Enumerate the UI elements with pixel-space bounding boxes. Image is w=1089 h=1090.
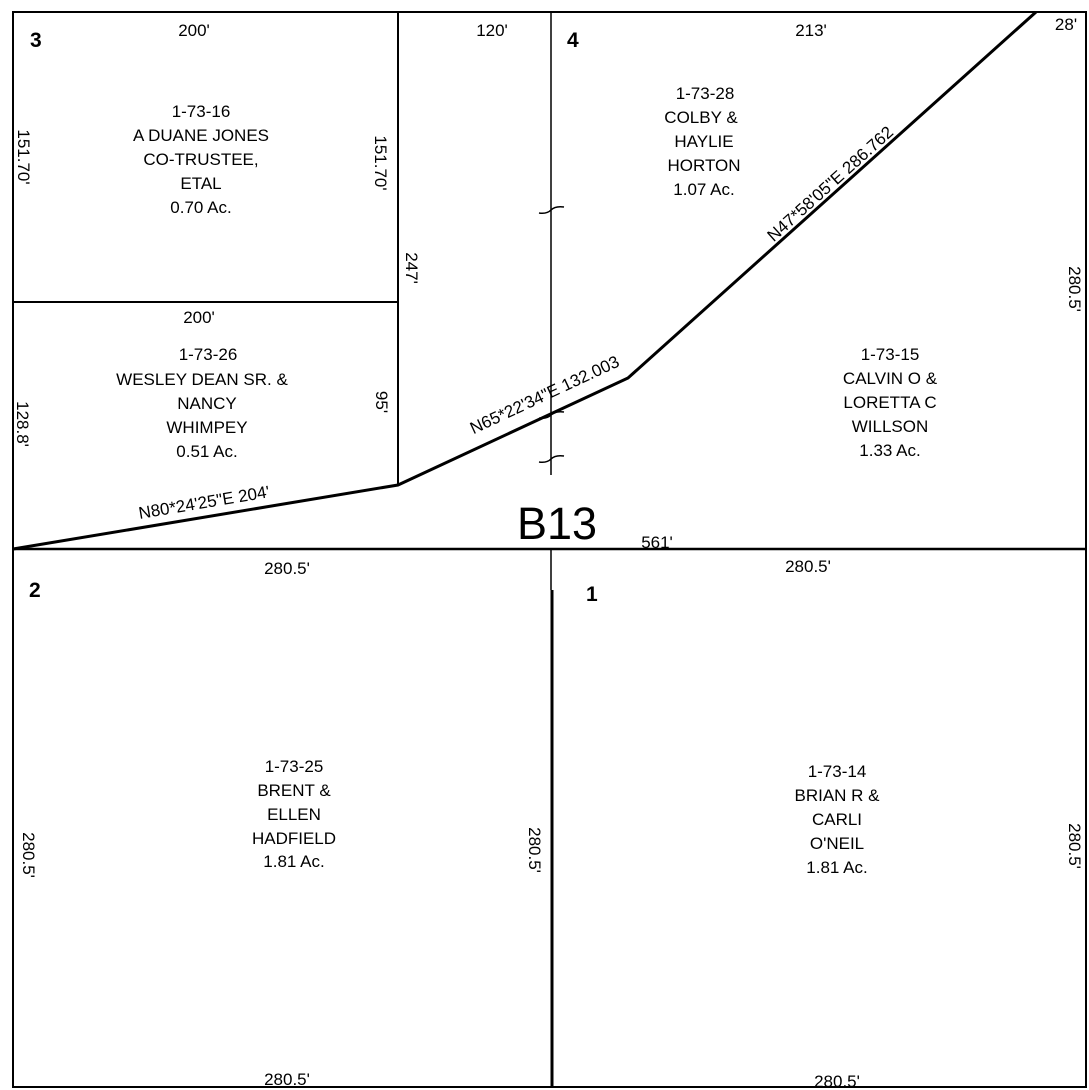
owner-line: LORETTA C	[843, 393, 936, 412]
lot-number-2: 2	[29, 579, 41, 602]
owner-line: ELLEN	[267, 805, 321, 824]
dim-lot1-bottom: 280.5'	[814, 1072, 860, 1090]
dim-lot1-right: 280.5'	[1065, 823, 1084, 869]
dim-lot2-top: 280.5'	[264, 559, 310, 578]
dim-top-lot3: 200'	[178, 21, 210, 40]
owner-line: COLBY &	[664, 108, 738, 127]
parcel-id: 1-73-16	[172, 102, 231, 121]
parcel-area: 0.70 Ac.	[170, 198, 231, 217]
lot-number-4: 4	[567, 29, 579, 52]
parcel-label-1-73-28: 1-73-28 COLBY & HAYLIE HORTON 1.07 Ac.	[664, 84, 740, 199]
lot-number-3: 3	[30, 29, 42, 52]
owner-line: O'NEIL	[810, 834, 864, 853]
owner-line: HAYLIE	[674, 132, 733, 151]
parcel-label-1-73-14: 1-73-14 BRIAN R & CARLI O'NEIL 1.81 Ac.	[794, 762, 880, 877]
dim-lot26-top: 200'	[183, 308, 215, 327]
bearing-seg3: N47*58'05"E 286.762	[764, 123, 897, 246]
owner-line: HORTON	[667, 156, 740, 175]
dim-top-lot4: 213'	[795, 21, 827, 40]
parcel-id: 1-73-28	[676, 84, 735, 103]
break-symbol	[538, 206, 565, 214]
dim-lot2-bottom: 280.5'	[264, 1070, 310, 1089]
owner-line: WILLSON	[852, 417, 929, 436]
owner-line: ETAL	[180, 174, 221, 193]
owner-line: NANCY	[177, 394, 237, 413]
owner-line: CO-TRUSTEE,	[143, 150, 258, 169]
dim-lot2-right: 280.5'	[525, 827, 544, 873]
owner-line: BRENT &	[257, 781, 331, 800]
parcel-area: 0.51 Ac.	[176, 442, 237, 461]
dim-lot26-right: 95'	[372, 391, 391, 413]
dim-mid-strip: 247'	[402, 252, 421, 284]
parcel-id: 1-73-26	[179, 345, 238, 364]
owner-line: HADFIELD	[252, 829, 336, 848]
lot-number-1: 1	[586, 583, 598, 606]
parcel-id: 1-73-14	[808, 762, 867, 781]
parcel-area: 1.81 Ac.	[806, 858, 867, 877]
dim-top-right: 28'	[1055, 15, 1077, 34]
owner-line: CALVIN O &	[843, 369, 938, 388]
dim-top-mid: 120'	[476, 21, 508, 40]
parcel-area: 1.33 Ac.	[859, 441, 920, 460]
dim-lot3-right: 151.70'	[371, 135, 390, 190]
bearing-seg2: N65*22'34"E 132.003	[467, 352, 622, 438]
owner-line: WESLEY DEAN SR. &	[116, 370, 288, 389]
dim-center-line: 561'	[641, 533, 673, 552]
dim-lot2-left: 280.5'	[19, 832, 38, 878]
block-label: B13	[517, 498, 597, 549]
parcel-label-1-73-25: 1-73-25 BRENT & ELLEN HADFIELD 1.81 Ac.	[252, 757, 336, 871]
dim-lot3-left: 151.70'	[14, 129, 33, 184]
break-symbol	[538, 411, 565, 419]
parcel-label-1-73-15: 1-73-15 CALVIN O & LORETTA C WILLSON 1.3…	[843, 345, 938, 460]
dim-lot26-left: 128.8'	[13, 401, 32, 447]
parcel-area: 1.81 Ac.	[263, 852, 324, 871]
parcel-area: 1.07 Ac.	[673, 180, 734, 199]
break-symbol	[538, 455, 565, 463]
owner-line: BRIAN R &	[794, 786, 880, 805]
parcel-id: 1-73-25	[265, 757, 324, 776]
owner-line: WHIMPEY	[166, 418, 247, 437]
dim-right-upper: 280.5'	[1065, 266, 1084, 312]
parcel-id: 1-73-15	[861, 345, 920, 364]
parcel-label-1-73-26: 1-73-26 WESLEY DEAN SR. & NANCY WHIMPEY …	[116, 345, 288, 461]
dim-lot1-top: 280.5'	[785, 557, 831, 576]
owner-line: A DUANE JONES	[133, 126, 269, 145]
parcel-label-1-73-16: 1-73-16 A DUANE JONES CO-TRUSTEE, ETAL 0…	[133, 102, 269, 217]
owner-line: CARLI	[812, 810, 862, 829]
meander-boundary-line	[12, 10, 1038, 551]
